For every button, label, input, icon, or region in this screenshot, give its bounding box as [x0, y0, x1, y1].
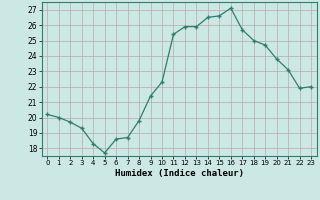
X-axis label: Humidex (Indice chaleur): Humidex (Indice chaleur)	[115, 169, 244, 178]
